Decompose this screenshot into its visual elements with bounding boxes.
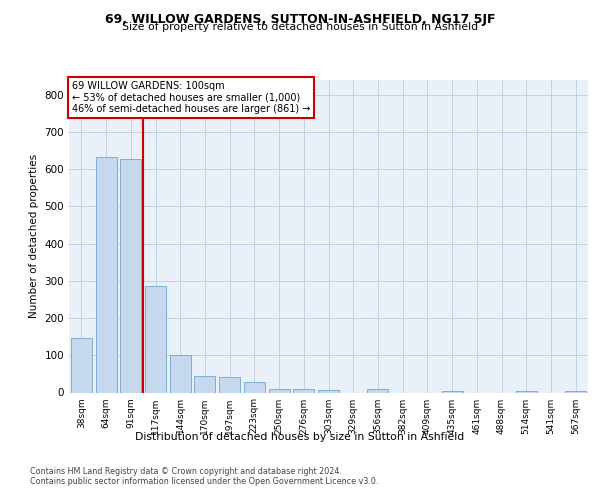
Bar [71, 338, 92, 392]
Bar [293, 389, 314, 392]
Bar [565, 390, 586, 392]
Bar [219, 376, 240, 392]
Text: Distribution of detached houses by size in Sutton in Ashfield: Distribution of detached houses by size … [136, 432, 464, 442]
Bar [170, 356, 191, 393]
Bar [145, 286, 166, 393]
Bar [442, 390, 463, 392]
Text: 69 WILLOW GARDENS: 100sqm
← 53% of detached houses are smaller (1,000)
46% of se: 69 WILLOW GARDENS: 100sqm ← 53% of detac… [71, 80, 310, 114]
Bar [244, 382, 265, 392]
Bar [269, 389, 290, 392]
Text: 69, WILLOW GARDENS, SUTTON-IN-ASHFIELD, NG17 5JF: 69, WILLOW GARDENS, SUTTON-IN-ASHFIELD, … [105, 12, 495, 26]
Bar [367, 389, 388, 392]
Bar [516, 390, 537, 392]
Bar [95, 157, 116, 392]
Text: Contains HM Land Registry data © Crown copyright and database right 2024.: Contains HM Land Registry data © Crown c… [30, 468, 342, 476]
Y-axis label: Number of detached properties: Number of detached properties [29, 154, 39, 318]
Bar [194, 376, 215, 392]
Text: Size of property relative to detached houses in Sutton in Ashfield: Size of property relative to detached ho… [122, 22, 478, 32]
Bar [120, 159, 141, 392]
Text: Contains public sector information licensed under the Open Government Licence v3: Contains public sector information licen… [30, 478, 379, 486]
Bar [318, 390, 339, 392]
